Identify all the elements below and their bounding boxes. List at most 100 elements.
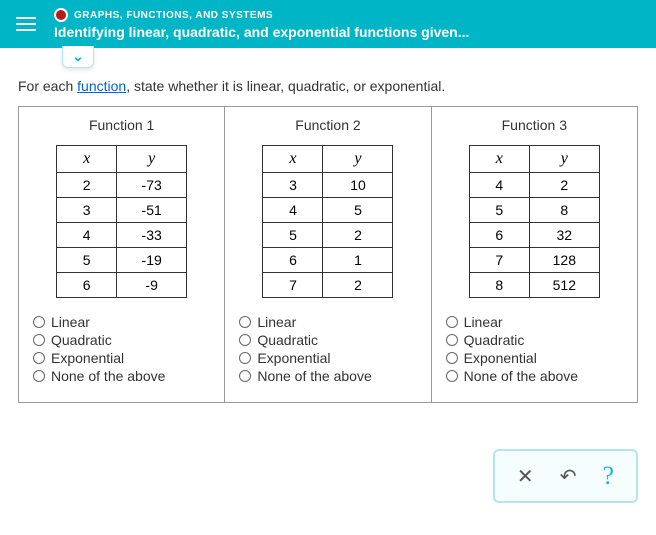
radio-icon xyxy=(446,334,458,346)
panel-title: Function 2 xyxy=(239,117,416,133)
option-linear[interactable]: Linear xyxy=(446,314,623,330)
table-row: 310 xyxy=(263,173,393,198)
tool-group: ✕ ↶ ? xyxy=(493,449,638,503)
cell-y: -19 xyxy=(117,248,187,273)
options-group: Linear Quadratic Exponential None of the ab… xyxy=(239,314,416,384)
cell-y: 5 xyxy=(323,198,393,223)
option-exponential[interactable]: Exponential xyxy=(33,350,210,366)
radio-icon xyxy=(33,334,45,346)
cell-y: 32 xyxy=(529,223,599,248)
option-label: Quadratic xyxy=(464,332,525,348)
table-row: 42 xyxy=(469,173,599,198)
radio-icon xyxy=(239,316,251,328)
column-header-y: y xyxy=(323,146,393,173)
cell-x: 6 xyxy=(469,223,529,248)
radio-icon xyxy=(33,316,45,328)
category-label: GRAPHS, FUNCTIONS, AND SYSTEMS xyxy=(54,8,469,22)
option-label: Exponential xyxy=(51,350,124,366)
column-header-y: y xyxy=(529,146,599,173)
option-label: None of the above xyxy=(257,368,371,384)
column-header-x: x xyxy=(263,146,323,173)
cell-x: 5 xyxy=(263,223,323,248)
radio-icon xyxy=(446,352,458,364)
cell-y: 2 xyxy=(323,223,393,248)
table-row: 45 xyxy=(263,198,393,223)
instruction-text: For each function, state whether it is l… xyxy=(18,78,638,94)
column-header-y: y xyxy=(117,146,187,173)
instruction-post: , state whether it is linear, quadratic,… xyxy=(126,78,445,94)
function-panel: Function 2 xy31045526172 Linear Quadratic Ex… xyxy=(224,107,430,402)
option-exponential[interactable]: Exponential xyxy=(446,350,623,366)
radio-icon xyxy=(239,334,251,346)
cell-x: 2 xyxy=(57,173,117,198)
help-button[interactable]: ? xyxy=(602,461,614,491)
cell-y: 2 xyxy=(529,173,599,198)
cell-y: 8 xyxy=(529,198,599,223)
cell-y: -73 xyxy=(117,173,187,198)
option-linear[interactable]: Linear xyxy=(239,314,416,330)
cell-x: 7 xyxy=(469,248,529,273)
data-table: xy31045526172 xyxy=(262,145,393,298)
cell-x: 3 xyxy=(263,173,323,198)
option-none-of-the-above[interactable]: None of the above xyxy=(33,368,210,384)
cell-y: -51 xyxy=(117,198,187,223)
cell-x: 6 xyxy=(57,273,117,298)
function-panel: Function 1 xy2-733-514-335-196-9 Linear Qua… xyxy=(19,107,224,402)
table-row: 52 xyxy=(263,223,393,248)
panel-title: Function 1 xyxy=(33,117,210,133)
column-header-x: x xyxy=(469,146,529,173)
cell-y: -33 xyxy=(117,223,187,248)
table-row: 4-33 xyxy=(57,223,187,248)
function-panels: Function 1xy2-733-514-335-196-9LinearQua… xyxy=(18,106,638,403)
radio-icon xyxy=(446,316,458,328)
cell-y: 512 xyxy=(529,273,599,298)
cell-x: 4 xyxy=(469,173,529,198)
expand-button[interactable]: ⌄ xyxy=(62,46,94,68)
options-group: Linear Quadratic Exponential None of the ab… xyxy=(33,314,210,384)
option-label: None of the above xyxy=(51,368,165,384)
cell-x: 3 xyxy=(57,198,117,223)
radio-icon xyxy=(446,370,458,382)
option-none-of-the-above[interactable]: None of the above xyxy=(446,368,623,384)
function-link[interactable]: function xyxy=(77,78,126,94)
data-table: xy2-733-514-335-196-9 xyxy=(56,145,187,298)
column-header-x: x xyxy=(57,146,117,173)
close-button[interactable]: ✕ xyxy=(517,464,534,489)
option-label: None of the above xyxy=(464,368,578,384)
menu-icon[interactable] xyxy=(12,13,40,35)
cell-y: 1 xyxy=(323,248,393,273)
option-label: Linear xyxy=(257,314,296,330)
table-row: 632 xyxy=(469,223,599,248)
option-quadratic[interactable]: Quadratic xyxy=(446,332,623,348)
instruction-pre: For each xyxy=(18,78,77,94)
radio-icon xyxy=(33,370,45,382)
radio-icon xyxy=(239,370,251,382)
table-row: 3-51 xyxy=(57,198,187,223)
option-quadratic[interactable]: Quadratic xyxy=(33,332,210,348)
options-group: Linear Quadratic Exponential None of the ab… xyxy=(446,314,623,384)
table-row: 58 xyxy=(469,198,599,223)
option-exponential[interactable]: Exponential xyxy=(239,350,416,366)
option-label: Exponential xyxy=(257,350,330,366)
function-panel: Function 3xy425863271288512LinearQuadrat… xyxy=(431,107,637,402)
table-row: 72 xyxy=(263,273,393,298)
app-header: GRAPHS, FUNCTIONS, AND SYSTEMS Identifyi… xyxy=(0,0,656,48)
bottom-toolbar: ✕ ↶ ? xyxy=(18,449,638,503)
option-none-of-the-above[interactable]: None of the above xyxy=(239,368,416,384)
cell-y: -9 xyxy=(117,273,187,298)
option-quadratic[interactable]: Quadratic xyxy=(239,332,416,348)
reset-button[interactable]: ↶ xyxy=(560,464,577,489)
panel-title: Function 3 xyxy=(446,117,623,133)
option-linear[interactable]: Linear xyxy=(33,314,210,330)
table-row: 61 xyxy=(263,248,393,273)
cell-x: 6 xyxy=(263,248,323,273)
radio-icon xyxy=(239,352,251,364)
cell-y: 10 xyxy=(323,173,393,198)
chevron-down-icon: ⌄ xyxy=(72,48,84,65)
option-label: Quadratic xyxy=(51,332,112,348)
table-row: 6-9 xyxy=(57,273,187,298)
option-label: Linear xyxy=(464,314,503,330)
data-table: xy425863271288512 xyxy=(469,145,600,298)
cell-x: 5 xyxy=(57,248,117,273)
cell-x: 4 xyxy=(263,198,323,223)
